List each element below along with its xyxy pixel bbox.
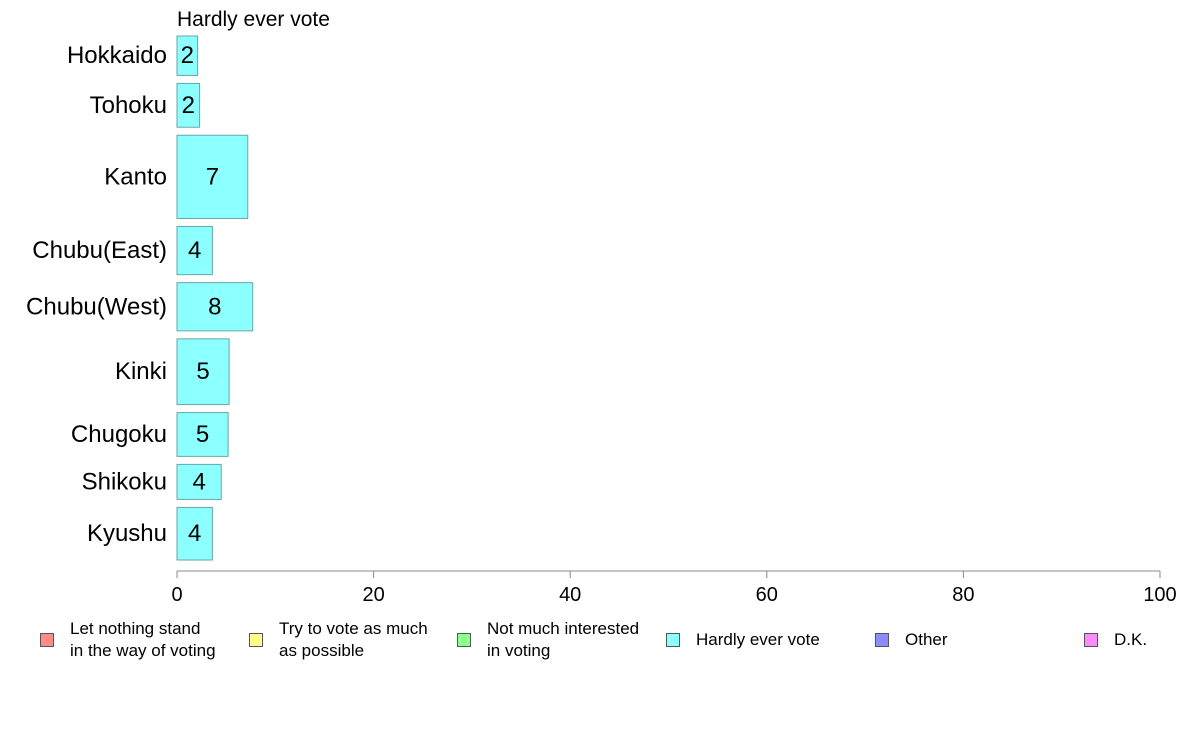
bar-value-label: 4 [188,237,201,264]
legend-item: Let nothing stand in the way of voting [40,618,216,662]
legend-item: Hardly ever vote [666,629,820,651]
category-label: Chubu(West) [26,293,167,320]
legend-swatch [457,633,471,647]
legend-label: Hardly ever vote [696,630,820,649]
bar-chubu-east- [176,225,213,276]
x-axis: 0 20 40 60 80 100 [171,570,1177,606]
category-label: Kinki [115,358,167,385]
x-tick-label: 60 [756,584,778,606]
bar-kyushu [176,506,213,561]
bar-value-label: 4 [188,520,201,547]
category-label: Tohoku [90,92,167,119]
bar-kinki [176,338,230,406]
category-label: Kyushu [87,520,167,547]
panel-title: Hardly ever vote [177,8,330,31]
bar-value-label: 5 [196,421,209,448]
category-label: Hokkaido [67,42,167,69]
bar-hokkaido [176,35,199,76]
category-label: Chugoku [71,421,167,448]
bar-value-label: 7 [206,163,219,190]
bar-value-label: 8 [208,293,221,320]
legend-swatch [40,633,54,647]
bar-chubu-west- [176,282,254,332]
bar-value-label: 2 [182,92,195,119]
category-label: Shikoku [82,468,167,495]
bar-value-label: 5 [196,358,209,385]
legend: Let nothing stand in the way of voting Tr… [0,618,1188,668]
bar-tohoku [176,82,201,128]
legend-label: Try to vote as much as possible [279,619,428,660]
legend-item: D.K. [1084,629,1147,651]
legend-label: D.K. [1114,630,1148,649]
legend-swatch [666,633,680,647]
bar-chugoku [176,412,229,457]
category-label: Kanto [104,163,167,190]
bar-shikoku [176,463,222,500]
bar-value-label: 2 [181,42,194,69]
legend-label: Other [905,630,948,649]
bar-chart: Hardly ever vote 2 2 7 4 8 5 5 4 4 Hokkaido Tohok… [26,8,1177,606]
bar-value-label: 4 [192,468,205,495]
x-tick-label: 20 [362,584,384,606]
legend-item: Other [875,629,948,651]
legend-label: Let nothing stand in the way of voting [70,619,216,660]
legend-item: Not much interested in voting [457,618,639,662]
legend-item: Try to vote as much as possible [249,618,428,662]
category-label: Chubu(East) [32,237,167,264]
x-tick-label: 40 [559,584,581,606]
legend-swatch [249,633,263,647]
bar-kanto [176,134,249,219]
category-labels: Hokkaido Tohoku Kanto Chubu(East) Chubu(West… [26,42,167,547]
legend-swatch [875,633,889,647]
x-tick-label: 0 [171,584,182,606]
legend-swatch [1084,633,1098,647]
x-tick-label: 80 [952,584,974,606]
x-tick-label: 100 [1143,584,1176,606]
legend-label: Not much interested in voting [487,619,640,660]
bars-group: 2 2 7 4 8 5 5 4 4 [176,35,254,561]
